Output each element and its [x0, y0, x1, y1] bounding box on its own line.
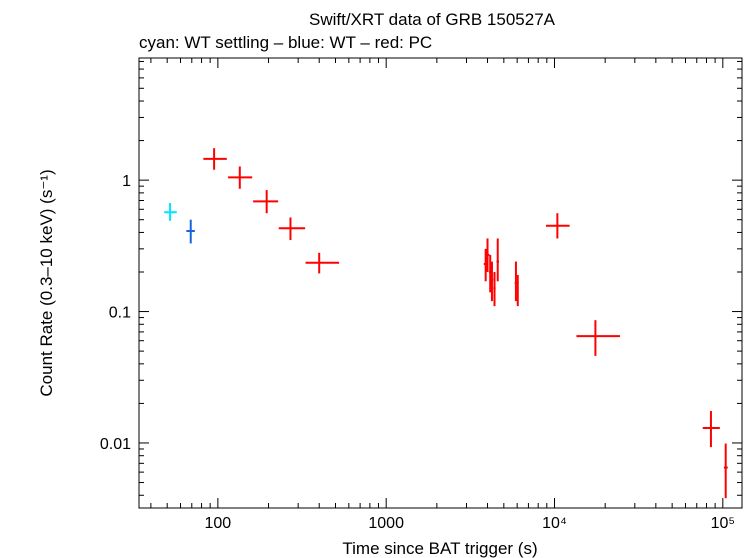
y-tick-label: 1	[122, 173, 131, 190]
chart-subtitle: cyan: WT settling – blue: WT – red: PC	[139, 33, 432, 52]
data-point	[490, 261, 494, 302]
data-point	[702, 411, 720, 448]
y-tick-labels: 0.01 0.1 1	[100, 173, 131, 453]
data-point	[278, 217, 306, 241]
x-tick-labels: 100 1000 10⁴ 10⁵	[205, 515, 736, 532]
x-tick-label: 10⁵	[711, 515, 735, 532]
data-point	[493, 271, 496, 307]
y-tick-label: 0.1	[109, 305, 131, 322]
x-tick-label: 1000	[368, 515, 404, 532]
x-axis-label: Time since BAT trigger (s)	[342, 539, 537, 558]
data-point	[253, 190, 279, 214]
data-point	[723, 443, 728, 499]
data-point	[164, 202, 177, 221]
axis-ticks	[139, 58, 742, 508]
data-point	[485, 238, 490, 272]
data-point	[545, 213, 570, 239]
plot-frame	[138, 57, 743, 509]
x-tick-label: 10⁴	[542, 515, 567, 532]
x-tick-label: 100	[205, 515, 232, 532]
y-axis-label: Count Rate (0.3–10 keV) (s⁻¹)	[37, 169, 56, 396]
data-point	[496, 238, 499, 282]
data-point	[516, 274, 519, 307]
data-points	[164, 148, 728, 499]
data-point	[186, 219, 195, 244]
data-point	[228, 166, 253, 189]
y-tick-label: 0.01	[100, 436, 131, 453]
data-point	[203, 148, 227, 170]
data-point	[514, 261, 518, 302]
data-point	[305, 252, 340, 274]
chart-title: Swift/XRT data of GRB 150527A	[309, 10, 556, 29]
data-point	[576, 320, 621, 356]
